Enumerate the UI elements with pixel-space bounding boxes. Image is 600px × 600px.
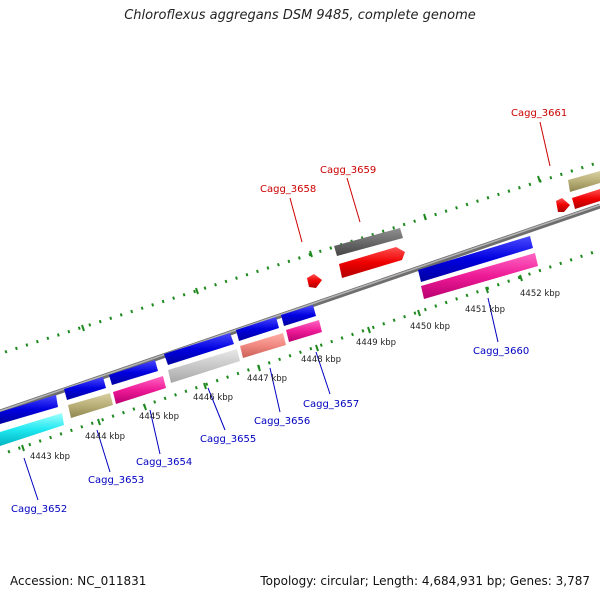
gene-label-cagg-3652[interactable]: Cagg_3652	[11, 504, 67, 515]
gene-label-cagg-3653[interactable]: Cagg_3653	[88, 475, 144, 486]
label-leaders	[23, 121, 551, 501]
gene-olive-right[interactable]	[568, 171, 600, 192]
accession-text: Accession: NC_011831	[10, 574, 147, 588]
gene-cagg-3654[interactable]	[113, 376, 166, 404]
gene-label-cagg-3654[interactable]: Cagg_3654	[136, 457, 192, 468]
gene-cagg-3655-blue[interactable]	[164, 333, 234, 365]
gene-label-cagg-3658[interactable]: Cagg_3658	[260, 184, 316, 195]
scale-label: 4444 kbp	[85, 432, 125, 442]
gene-label-cagg-3656[interactable]: Cagg_3656	[254, 416, 310, 427]
gene-cagg-3652[interactable]	[0, 413, 64, 446]
scale-label: 4446 kbp	[193, 393, 233, 403]
scale-label: 4445 kbp	[139, 412, 179, 422]
gene-cagg-3653[interactable]	[68, 393, 113, 418]
gene-cagg-3660[interactable]	[421, 253, 538, 299]
gene-red-right[interactable]	[572, 189, 600, 209]
gene-label-cagg-3655[interactable]: Cagg_3655	[200, 434, 256, 445]
scale-label: 4452 kbp	[520, 289, 560, 299]
gene-cagg-3653-blue[interactable]	[64, 377, 106, 400]
scale-label: 4450 kbp	[410, 322, 450, 332]
gene-cagg-3659[interactable]	[339, 247, 405, 278]
gene-cagg-3656-blue[interactable]	[236, 317, 279, 341]
scale-label: 4443 kbp	[30, 452, 70, 462]
gene-cagg-3659-upper[interactable]	[334, 228, 403, 256]
gene-label-cagg-3660[interactable]: Cagg_3660	[473, 346, 529, 357]
gene-label-cagg-3661[interactable]: Cagg_3661	[511, 108, 567, 119]
scale-label: 4449 kbp	[356, 338, 396, 348]
gene-cagg-3657[interactable]	[286, 320, 322, 342]
scale-label: 4451 kbp	[465, 305, 505, 315]
gene-cagg-3658[interactable]	[307, 274, 322, 288]
scale-label: 4448 kbp	[301, 355, 341, 365]
gene-cagg-3660-blue[interactable]	[418, 236, 533, 282]
gene-label-cagg-3657[interactable]: Cagg_3657	[303, 399, 359, 410]
gene-cagg-3652-upper[interactable]	[0, 395, 58, 424]
gene-label-cagg-3659[interactable]: Cagg_3659	[320, 165, 376, 176]
major-ticks	[21, 175, 541, 452]
genome-backbone	[0, 203, 600, 415]
scale-label: 4447 kbp	[247, 374, 287, 384]
gene-cagg-3654-blue[interactable]	[109, 360, 158, 385]
genome-title: Chloroflexus aggregans DSM 9485, complet…	[124, 8, 476, 23]
gene-cagg-3661[interactable]	[556, 198, 570, 212]
gene-cagg-3656[interactable]	[240, 333, 286, 358]
genome-summary-text: Topology: circular; Length: 4,684,931 bp…	[260, 574, 590, 588]
gene-cagg-3657-blue[interactable]	[281, 305, 316, 326]
gene-cagg-3655[interactable]	[168, 349, 240, 383]
